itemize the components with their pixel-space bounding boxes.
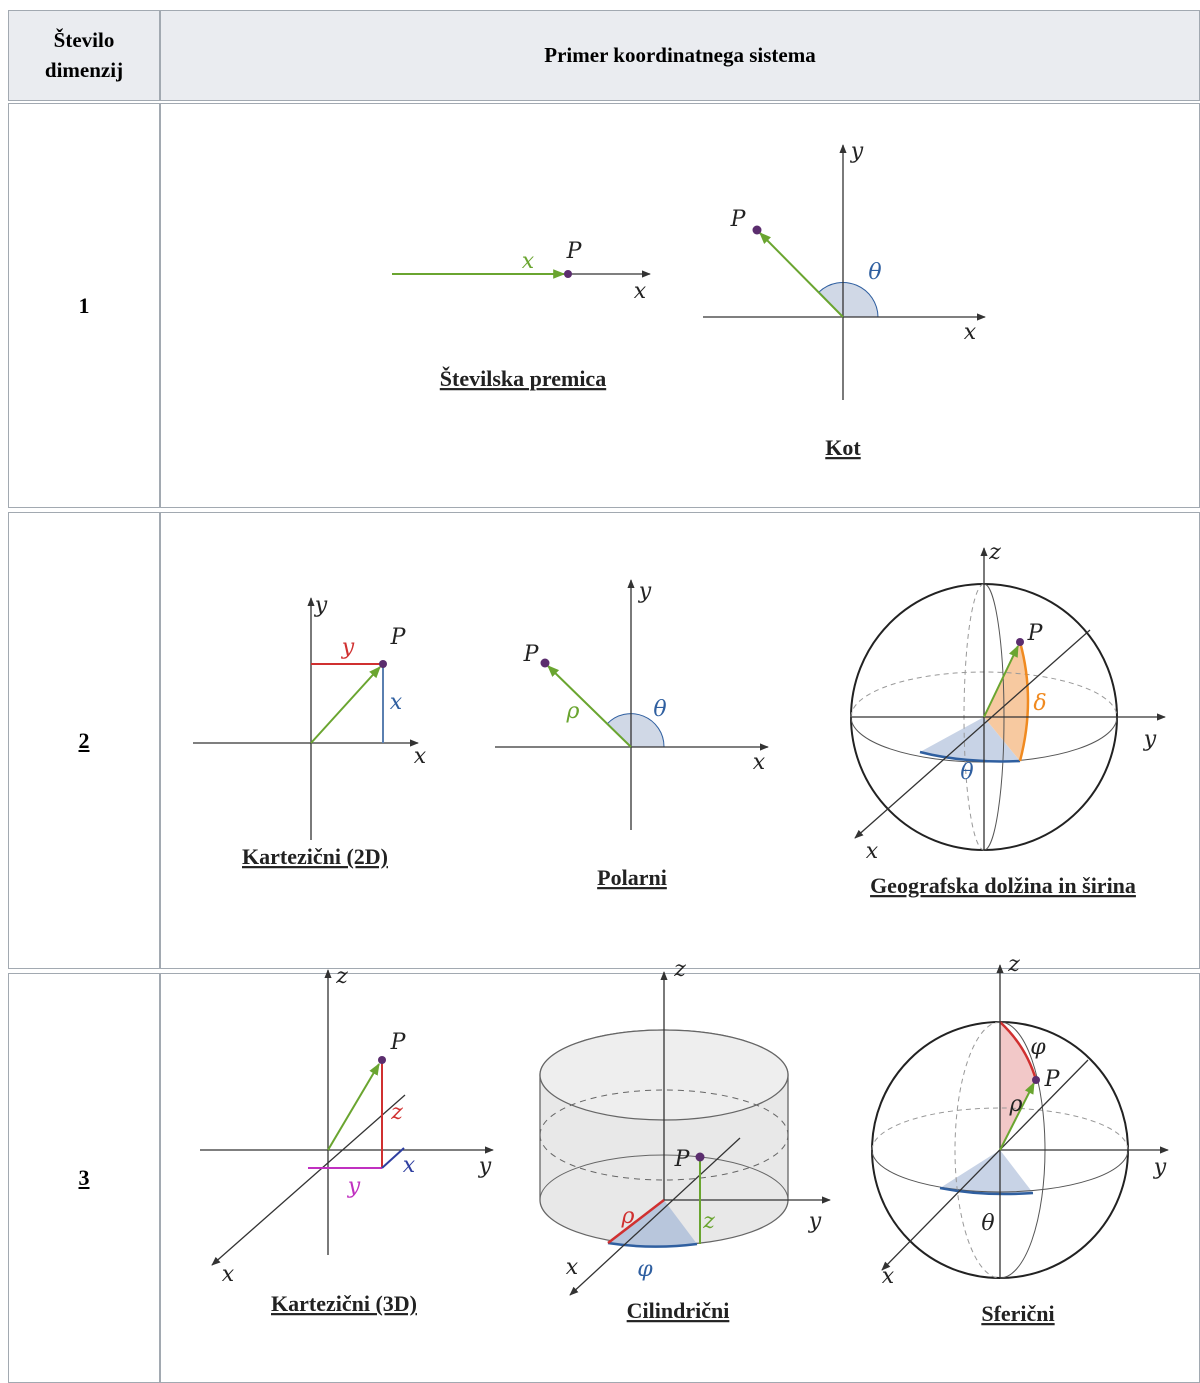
label: y xyxy=(638,579,652,604)
label: P xyxy=(566,239,583,264)
label: ρ xyxy=(1009,1092,1023,1117)
label: x xyxy=(522,249,535,274)
caption[interactable]: Polarni xyxy=(597,865,667,890)
caption[interactable]: Številska premica xyxy=(440,366,606,391)
figure-polar: y P ρ θ x Polarni xyxy=(495,579,768,890)
figure-cartesian-3d: z P z x y y x Kartezični (3D) xyxy=(200,964,493,1316)
label: x xyxy=(882,1264,895,1289)
label: y xyxy=(341,635,355,660)
caption[interactable]: Cilindrični xyxy=(627,1298,730,1323)
caption[interactable]: Sferični xyxy=(981,1301,1054,1326)
label: P xyxy=(1027,621,1044,646)
label: P xyxy=(390,625,407,650)
caption[interactable]: Kartezični (2D) xyxy=(242,844,388,869)
label: y xyxy=(478,1154,492,1179)
label: θ xyxy=(981,1211,994,1236)
caption[interactable]: Kot xyxy=(825,435,861,460)
label: z xyxy=(988,540,1001,565)
label: θ xyxy=(960,760,973,785)
label: φ xyxy=(637,1257,653,1282)
label: x xyxy=(964,320,977,345)
label: y xyxy=(1153,1155,1167,1180)
label: θ xyxy=(868,260,881,285)
label: z xyxy=(390,1100,403,1125)
label: x xyxy=(222,1262,235,1287)
label: P xyxy=(390,1030,407,1055)
label: x xyxy=(403,1153,416,1178)
label: y xyxy=(1143,727,1157,752)
figure-cylindrical: z P ρ z y φ x Cilindrični xyxy=(540,957,830,1323)
page: Število dimenzij Primer koordinatnega si… xyxy=(0,0,1200,1371)
label: x xyxy=(753,750,766,775)
figure-spherical: z φ P ρ y θ x Sferični xyxy=(872,952,1168,1326)
label: y xyxy=(314,593,328,618)
label: z xyxy=(1007,952,1020,977)
figure-number-line: x P x Številska premica xyxy=(392,239,650,391)
caption[interactable]: Kartezični (3D) xyxy=(271,1291,417,1316)
label: x xyxy=(566,1255,579,1280)
label: δ xyxy=(1033,691,1046,716)
label: y xyxy=(850,139,864,164)
label: φ xyxy=(1030,1035,1046,1060)
label: θ xyxy=(653,697,666,722)
label: y xyxy=(347,1174,361,1199)
label: P xyxy=(674,1147,691,1172)
label: x xyxy=(634,279,647,304)
label: y xyxy=(808,1209,822,1234)
label: ρ xyxy=(566,699,580,724)
label: P xyxy=(523,642,540,667)
label: z xyxy=(335,964,348,989)
figure-geographic: z P δ y θ x Geografska dolžina in širina xyxy=(851,540,1165,898)
figure-angle: y P θ x Kot xyxy=(703,139,985,460)
label: z xyxy=(673,957,686,982)
label: P xyxy=(1044,1067,1061,1092)
figures: x P x Številska premica y P θ x Kot y y … xyxy=(0,0,1200,1371)
caption[interactable]: Geografska dolžina in širina xyxy=(870,873,1136,898)
figure-cartesian-2d: y y P x x Kartezični (2D) xyxy=(193,593,427,869)
label: x xyxy=(390,690,403,715)
label: ρ xyxy=(621,1204,635,1229)
label: x xyxy=(414,744,427,769)
label: P xyxy=(730,207,747,232)
label: z xyxy=(702,1209,715,1234)
label: x xyxy=(866,839,879,864)
